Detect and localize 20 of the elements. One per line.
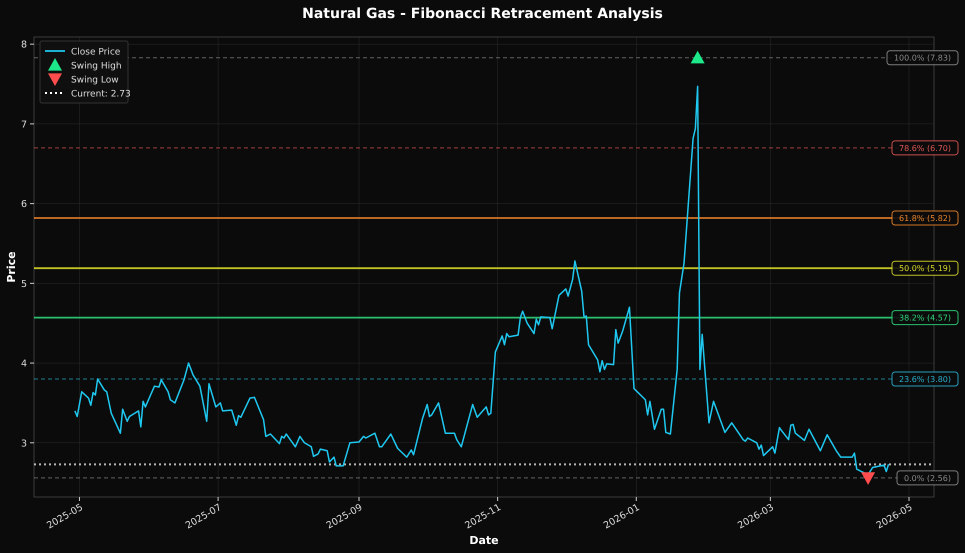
y-tick-label: 5 (20, 278, 27, 290)
ref-line-label: 61.8% (5.82) (898, 214, 952, 223)
ref-line-label: 50.0% (5.19) (898, 264, 952, 274)
ref-line-label: 100.0% (7.83) (894, 54, 952, 63)
legend-label: Close Price (71, 48, 121, 58)
y-tick-label: 8 (20, 40, 27, 51)
y-tick-label: 6 (20, 199, 27, 210)
ref-line-label: 23.6% (3.80) (898, 375, 952, 384)
y-axis-title: Price (5, 251, 18, 283)
legend-label: Swing Low (71, 76, 119, 86)
ref-line-label: 0.0% (2.56) (904, 474, 951, 483)
legend-label: Current: 2.73 (71, 90, 131, 100)
y-tick-label: 4 (20, 358, 27, 370)
chart-title: Natural Gas - Fibonacci Retracement Analysis (302, 6, 663, 22)
y-tick-label: 3 (20, 438, 27, 450)
x-axis-title: Date (469, 534, 499, 547)
y-tick-label: 7 (20, 119, 27, 130)
ref-line-label: 38.2% (4.57) (898, 314, 952, 323)
ref-line-label: 78.6% (6.70) (898, 144, 952, 153)
legend-label: Swing High (71, 62, 122, 72)
